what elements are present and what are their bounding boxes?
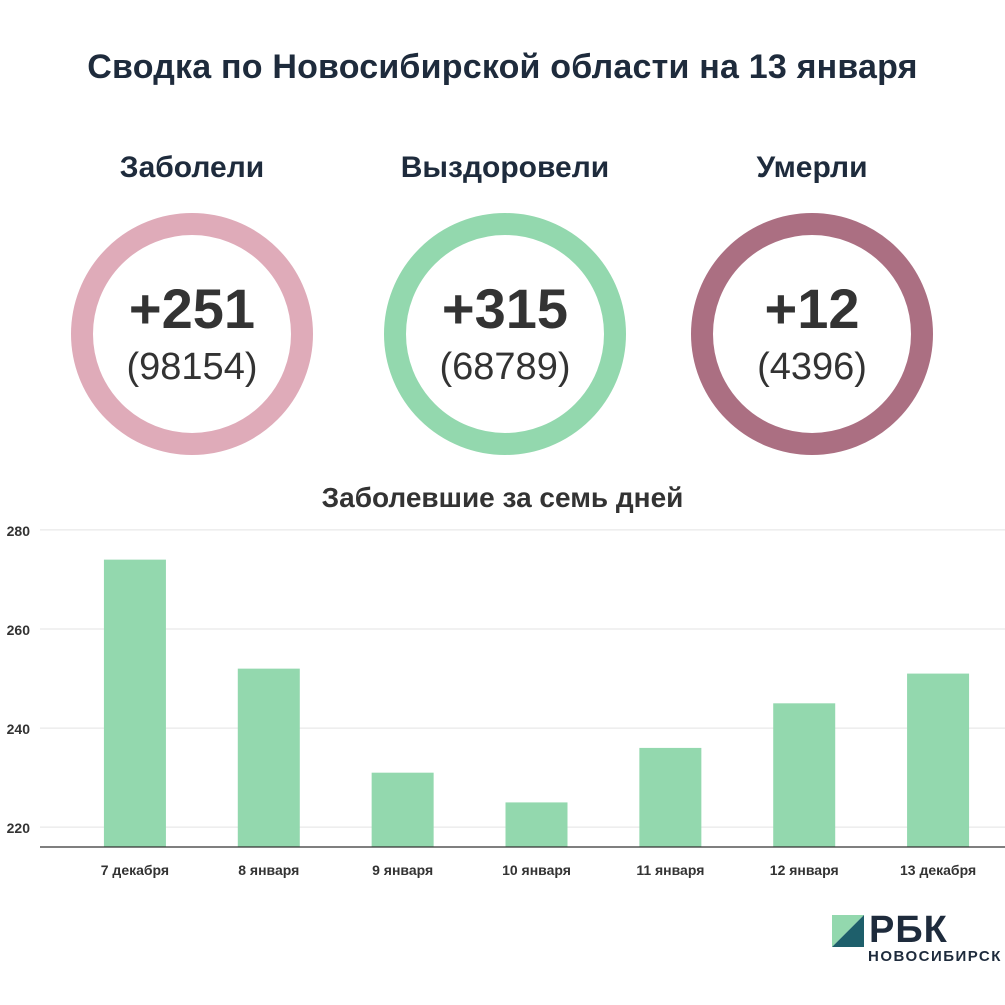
x-tick-label: 7 декабря — [101, 862, 169, 878]
stat-label: Умерли — [756, 151, 868, 184]
logo-mark-icon — [832, 915, 864, 947]
stat-total: (4396) — [757, 346, 867, 388]
brand-logo: РБК НОВОСИБИРСК — [832, 909, 1002, 972]
x-tick-label: 11 января — [636, 862, 704, 878]
logo-name: РБК — [869, 909, 948, 951]
stat-delta: +251 — [128, 277, 256, 340]
stat-recovered: Выздоровели +315 (68789) — [375, 148, 635, 455]
stat-delta: +315 — [441, 277, 569, 340]
bar — [773, 703, 836, 847]
bar — [505, 802, 568, 847]
x-tick-label: 9 января — [372, 862, 433, 878]
stat-infected: Заболели +251 (98154) — [62, 148, 322, 455]
stat-ring: +12 (4396) — [691, 213, 933, 455]
bar — [639, 747, 702, 847]
y-tick-label: 220 — [7, 820, 31, 836]
stat-total: (68789) — [439, 346, 571, 388]
x-tick-label: 12 января — [770, 862, 839, 878]
stat-ring: +251 (98154) — [71, 213, 313, 455]
y-tick-label: 240 — [7, 721, 31, 737]
stat-total: (98154) — [126, 346, 258, 388]
stat-label: Выздоровели — [400, 151, 610, 184]
y-tick-label: 260 — [7, 622, 31, 638]
x-tick-label: 13 декабря — [900, 862, 976, 878]
bar — [907, 673, 970, 847]
stat-ring: +315 (68789) — [384, 213, 626, 455]
logo-subtitle: НОВОСИБИРСК — [868, 948, 1002, 965]
stat-label: Заболели — [119, 151, 265, 184]
x-tick-label: 8 января — [238, 862, 299, 878]
stat-deaths: Умерли +12 (4396) — [682, 148, 942, 455]
chart-title: Заболевшие за семь дней — [321, 482, 684, 513]
bar-chart: 220 240 260 280 7 декабря 8 января 9 января 10 … — [7, 523, 1005, 878]
x-tick-label: 10 января — [502, 862, 571, 878]
page-title: Сводка по Новосибирской области на 13 ян… — [87, 48, 918, 86]
y-tick-label: 280 — [7, 523, 31, 539]
bar — [371, 772, 434, 847]
bar — [237, 668, 300, 847]
bar — [103, 559, 166, 847]
stat-delta: +12 — [764, 277, 860, 340]
